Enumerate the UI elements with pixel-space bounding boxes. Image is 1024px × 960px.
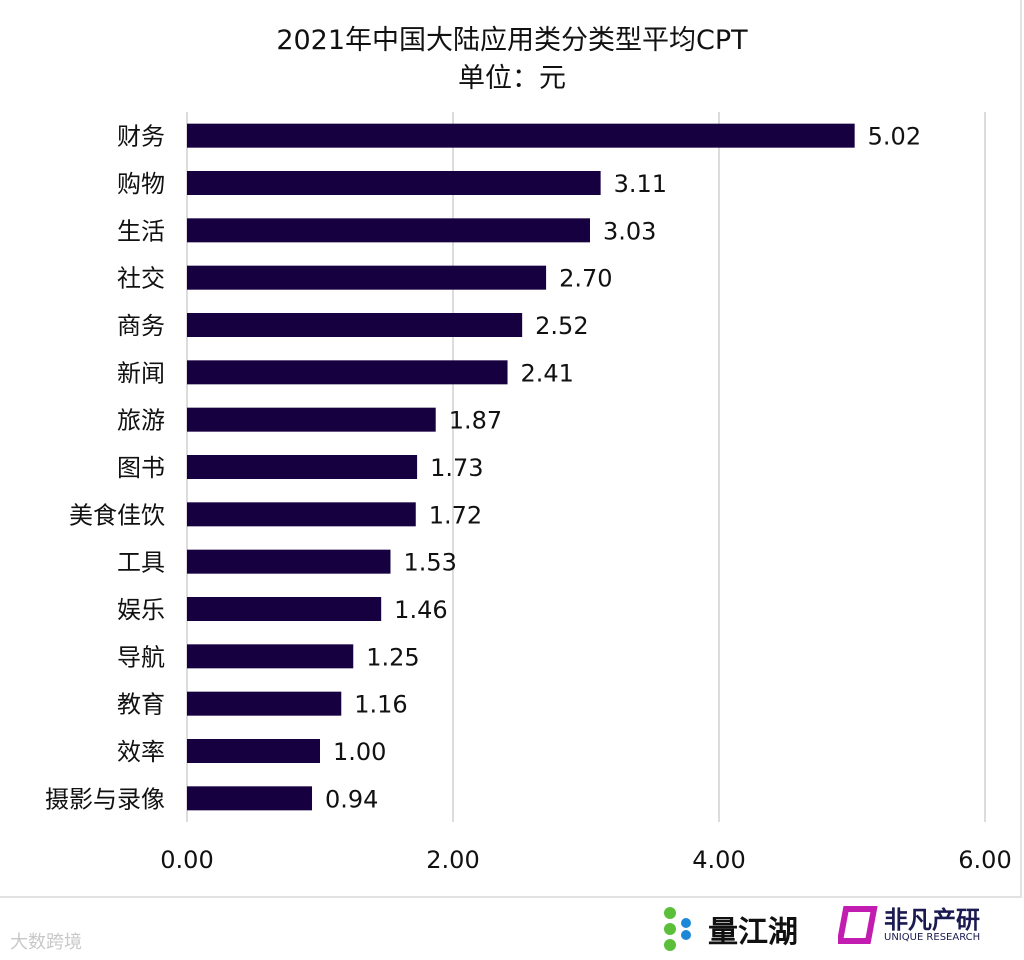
logo2-cn: 非凡产研 [884, 905, 980, 934]
logo-mark-icon [838, 906, 878, 944]
data-label: 3.11 [614, 170, 667, 198]
y-category-label: 工具 [117, 549, 165, 577]
y-category-label: 新闻 [117, 359, 165, 387]
y-category-label: 财务 [117, 123, 165, 151]
y-category-label: 效率 [117, 738, 165, 766]
data-label: 2.70 [559, 265, 612, 293]
data-label: 1.25 [366, 643, 419, 671]
logo-liangjianghu: 量江湖 [662, 905, 798, 953]
bar [187, 644, 354, 669]
data-label: 1.87 [449, 407, 502, 435]
data-label: 2.41 [521, 359, 574, 387]
data-label: 1.16 [354, 691, 407, 719]
chart-title: 2021年中国大陆应用类分类型平均CPT [276, 25, 748, 56]
data-label: 1.72 [429, 501, 482, 529]
y-category-label: 图书 [117, 454, 165, 482]
data-label: 0.94 [325, 785, 378, 813]
bar [187, 265, 547, 290]
bar [187, 360, 508, 385]
y-category-label: 购物 [117, 170, 165, 198]
bar [187, 786, 313, 811]
data-label: 1.73 [430, 454, 483, 482]
data-label: 1.46 [394, 596, 447, 624]
y-category-label: 旅游 [117, 407, 165, 435]
bar [187, 455, 418, 479]
bar [187, 549, 391, 574]
bar [187, 313, 523, 337]
logo2-en: UNIQUE RESEARCH [884, 931, 981, 943]
y-category-label: 美食佳饮 [69, 501, 165, 529]
x-tick-label: 6.00 [958, 846, 1011, 874]
bar [187, 171, 601, 195]
bar [187, 597, 382, 621]
y-category-label: 摄影与录像 [45, 785, 165, 813]
data-label: 5.02 [868, 123, 921, 151]
data-label: 2.52 [535, 312, 588, 340]
bar [187, 691, 342, 716]
x-tick-label: 4.00 [692, 846, 745, 874]
y-category-label: 娱乐 [117, 596, 165, 624]
y-category-label: 生活 [117, 217, 165, 245]
y-category-label: 导航 [117, 643, 165, 671]
y-category-label: 商务 [117, 312, 165, 340]
chart-subtitle: 单位：元 [458, 63, 566, 94]
x-tick-label: 2.00 [426, 846, 479, 874]
bar [187, 407, 436, 432]
chart-frame [0, 0, 1022, 898]
y-category-label: 社交 [117, 265, 165, 293]
data-label: 1.00 [333, 738, 386, 766]
bar [187, 739, 320, 763]
data-label: 1.53 [403, 549, 456, 577]
watermark: 大数跨境 [10, 932, 82, 953]
logo1-text: 量江湖 [708, 915, 798, 950]
bar-chart: 0.00 2.00 4.00 6.00 财务 5.02 购物 3.11 生活 3.03 社交 2.70… [45, 112, 1012, 874]
logo-mark-icon [664, 907, 691, 951]
logo-unique-research: 非凡产研 UNIQUE RESEARCH [838, 905, 980, 945]
x-tick-label: 0.00 [160, 846, 213, 874]
bar [187, 218, 590, 243]
y-category-label: 教育 [117, 691, 165, 719]
data-label: 3.03 [603, 217, 656, 245]
bar [187, 123, 855, 148]
bar [187, 502, 416, 527]
